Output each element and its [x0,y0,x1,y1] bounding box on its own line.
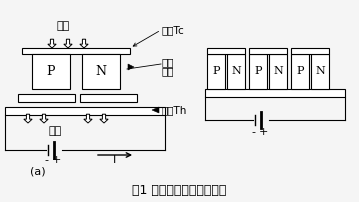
Text: P: P [296,66,304,77]
Text: P: P [212,66,220,77]
Bar [22,48,130,54]
Text: P: P [47,65,55,78]
Text: -: - [44,155,48,165]
Polygon shape [40,114,48,123]
Bar [249,54,267,89]
Text: 冷端Tc: 冷端Tc [162,25,185,35]
Text: -: - [251,127,255,137]
Bar [82,54,120,89]
Bar [18,94,75,102]
Polygon shape [128,64,134,70]
Bar [291,54,309,89]
Text: 放热: 放热 [48,126,62,136]
Text: +: + [258,127,268,137]
Polygon shape [84,114,92,123]
Text: 铜连: 铜连 [162,57,174,67]
Bar [80,94,137,102]
Bar [207,48,245,54]
Bar [205,89,345,97]
Text: +: + [51,155,61,165]
Text: 接片: 接片 [162,66,174,76]
Text: N: N [231,66,241,77]
Bar [227,54,245,89]
Polygon shape [24,114,32,123]
Polygon shape [64,39,72,48]
Text: I: I [113,155,117,165]
Text: 热端Th: 热端Th [162,105,187,115]
Polygon shape [152,107,159,113]
Text: N: N [315,66,325,77]
Bar [5,107,165,115]
Polygon shape [80,39,88,48]
Text: (a): (a) [30,167,46,177]
Bar [311,54,329,89]
Polygon shape [100,114,108,123]
Text: N: N [273,66,283,77]
Bar [249,48,287,54]
Bar [32,54,70,89]
Bar [291,48,329,54]
Text: 图1 半导体制冷基本原理图: 图1 半导体制冷基本原理图 [132,183,226,197]
Polygon shape [48,39,56,48]
Text: P: P [254,66,262,77]
Bar [207,54,225,89]
Text: N: N [95,65,107,78]
Bar [269,54,287,89]
Text: 吸热: 吸热 [56,21,70,31]
